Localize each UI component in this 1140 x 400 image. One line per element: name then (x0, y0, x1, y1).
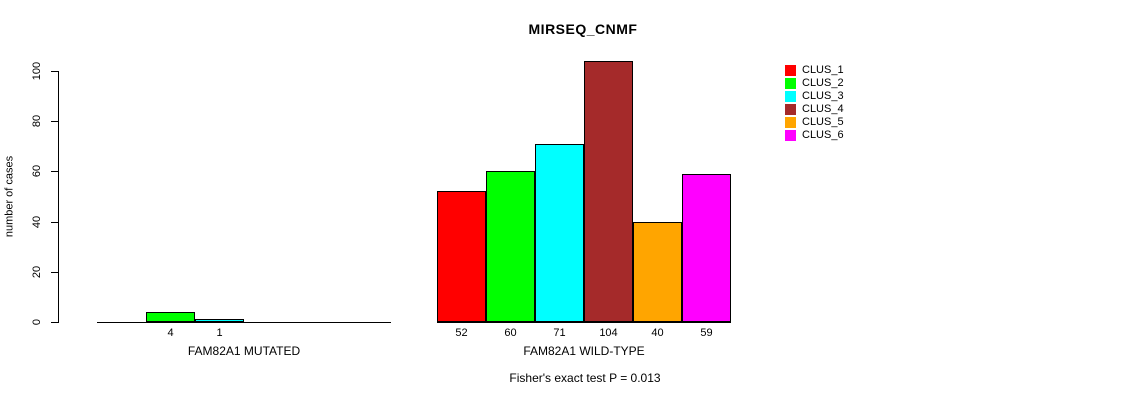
legend-label: CLUS_6 (802, 129, 844, 141)
group-baseline (437, 322, 731, 323)
bar-value-label: 104 (599, 327, 618, 339)
legend-item: CLUS_6 (785, 129, 844, 142)
legend-swatch-icon (785, 130, 796, 141)
bar-clus_2 (146, 311, 195, 322)
y-tick (51, 71, 58, 72)
bar-value-label: 59 (700, 327, 713, 339)
legend: CLUS_1 CLUS_2 CLUS_3 CLUS_4 CLUS_5 CLUS_6 (785, 64, 844, 142)
legend-item: CLUS_5 (785, 116, 844, 129)
bar-clus_6 (682, 173, 731, 322)
y-tick-label: 80 (31, 115, 43, 128)
group-label: FAM82A1 MUTATED (187, 344, 301, 358)
y-tick-label: 40 (31, 215, 43, 228)
bar-value-label: 1 (216, 327, 223, 339)
y-tick-label: 100 (31, 61, 43, 81)
y-axis (58, 71, 59, 323)
bar-clus_2 (486, 171, 535, 322)
group-label: FAM82A1 WILD-TYPE (523, 344, 645, 358)
legend-swatch-icon (785, 104, 796, 115)
legend-label: CLUS_5 (802, 116, 844, 128)
y-tick-label: 0 (31, 318, 43, 326)
bar-value-label: 60 (504, 327, 517, 339)
bar-value-label: 52 (455, 327, 468, 339)
y-tick (51, 221, 58, 223)
legend-item: CLUS_1 (785, 64, 844, 77)
bar-clus_3 (535, 143, 584, 322)
legend-swatch-icon (785, 65, 796, 76)
y-tick (51, 121, 58, 123)
y-tick-label: 20 (31, 265, 43, 278)
legend-item: CLUS_2 (785, 77, 844, 90)
group-baseline (97, 322, 391, 323)
bar-value-label: 40 (651, 327, 664, 339)
legend-swatch-icon (785, 117, 796, 128)
y-tick (51, 322, 58, 323)
legend-swatch-icon (785, 78, 796, 89)
legend-label: CLUS_3 (802, 90, 844, 102)
legend-swatch-icon (785, 91, 796, 102)
bar-clus_3 (195, 319, 244, 322)
chart-title: MIRSEQ_CNMF (528, 21, 638, 37)
y-tick-label: 60 (31, 165, 43, 178)
legend-label: CLUS_1 (802, 64, 844, 76)
legend-item: CLUS_3 (785, 90, 844, 103)
y-tick (51, 171, 58, 173)
fisher-test-note: Fisher's exact test P = 0.013 (509, 371, 661, 385)
bar-clus_5 (633, 221, 682, 322)
legend-label: CLUS_2 (802, 77, 844, 89)
legend-item: CLUS_4 (785, 103, 844, 116)
y-axis-label: number of cases (3, 155, 16, 238)
y-tick (51, 271, 58, 273)
bar-clus_1 (437, 191, 486, 322)
bar-value-label: 4 (167, 327, 174, 339)
bar-value-label: 71 (553, 327, 566, 339)
legend-label: CLUS_4 (802, 103, 844, 115)
bar-clus_4 (584, 60, 633, 322)
